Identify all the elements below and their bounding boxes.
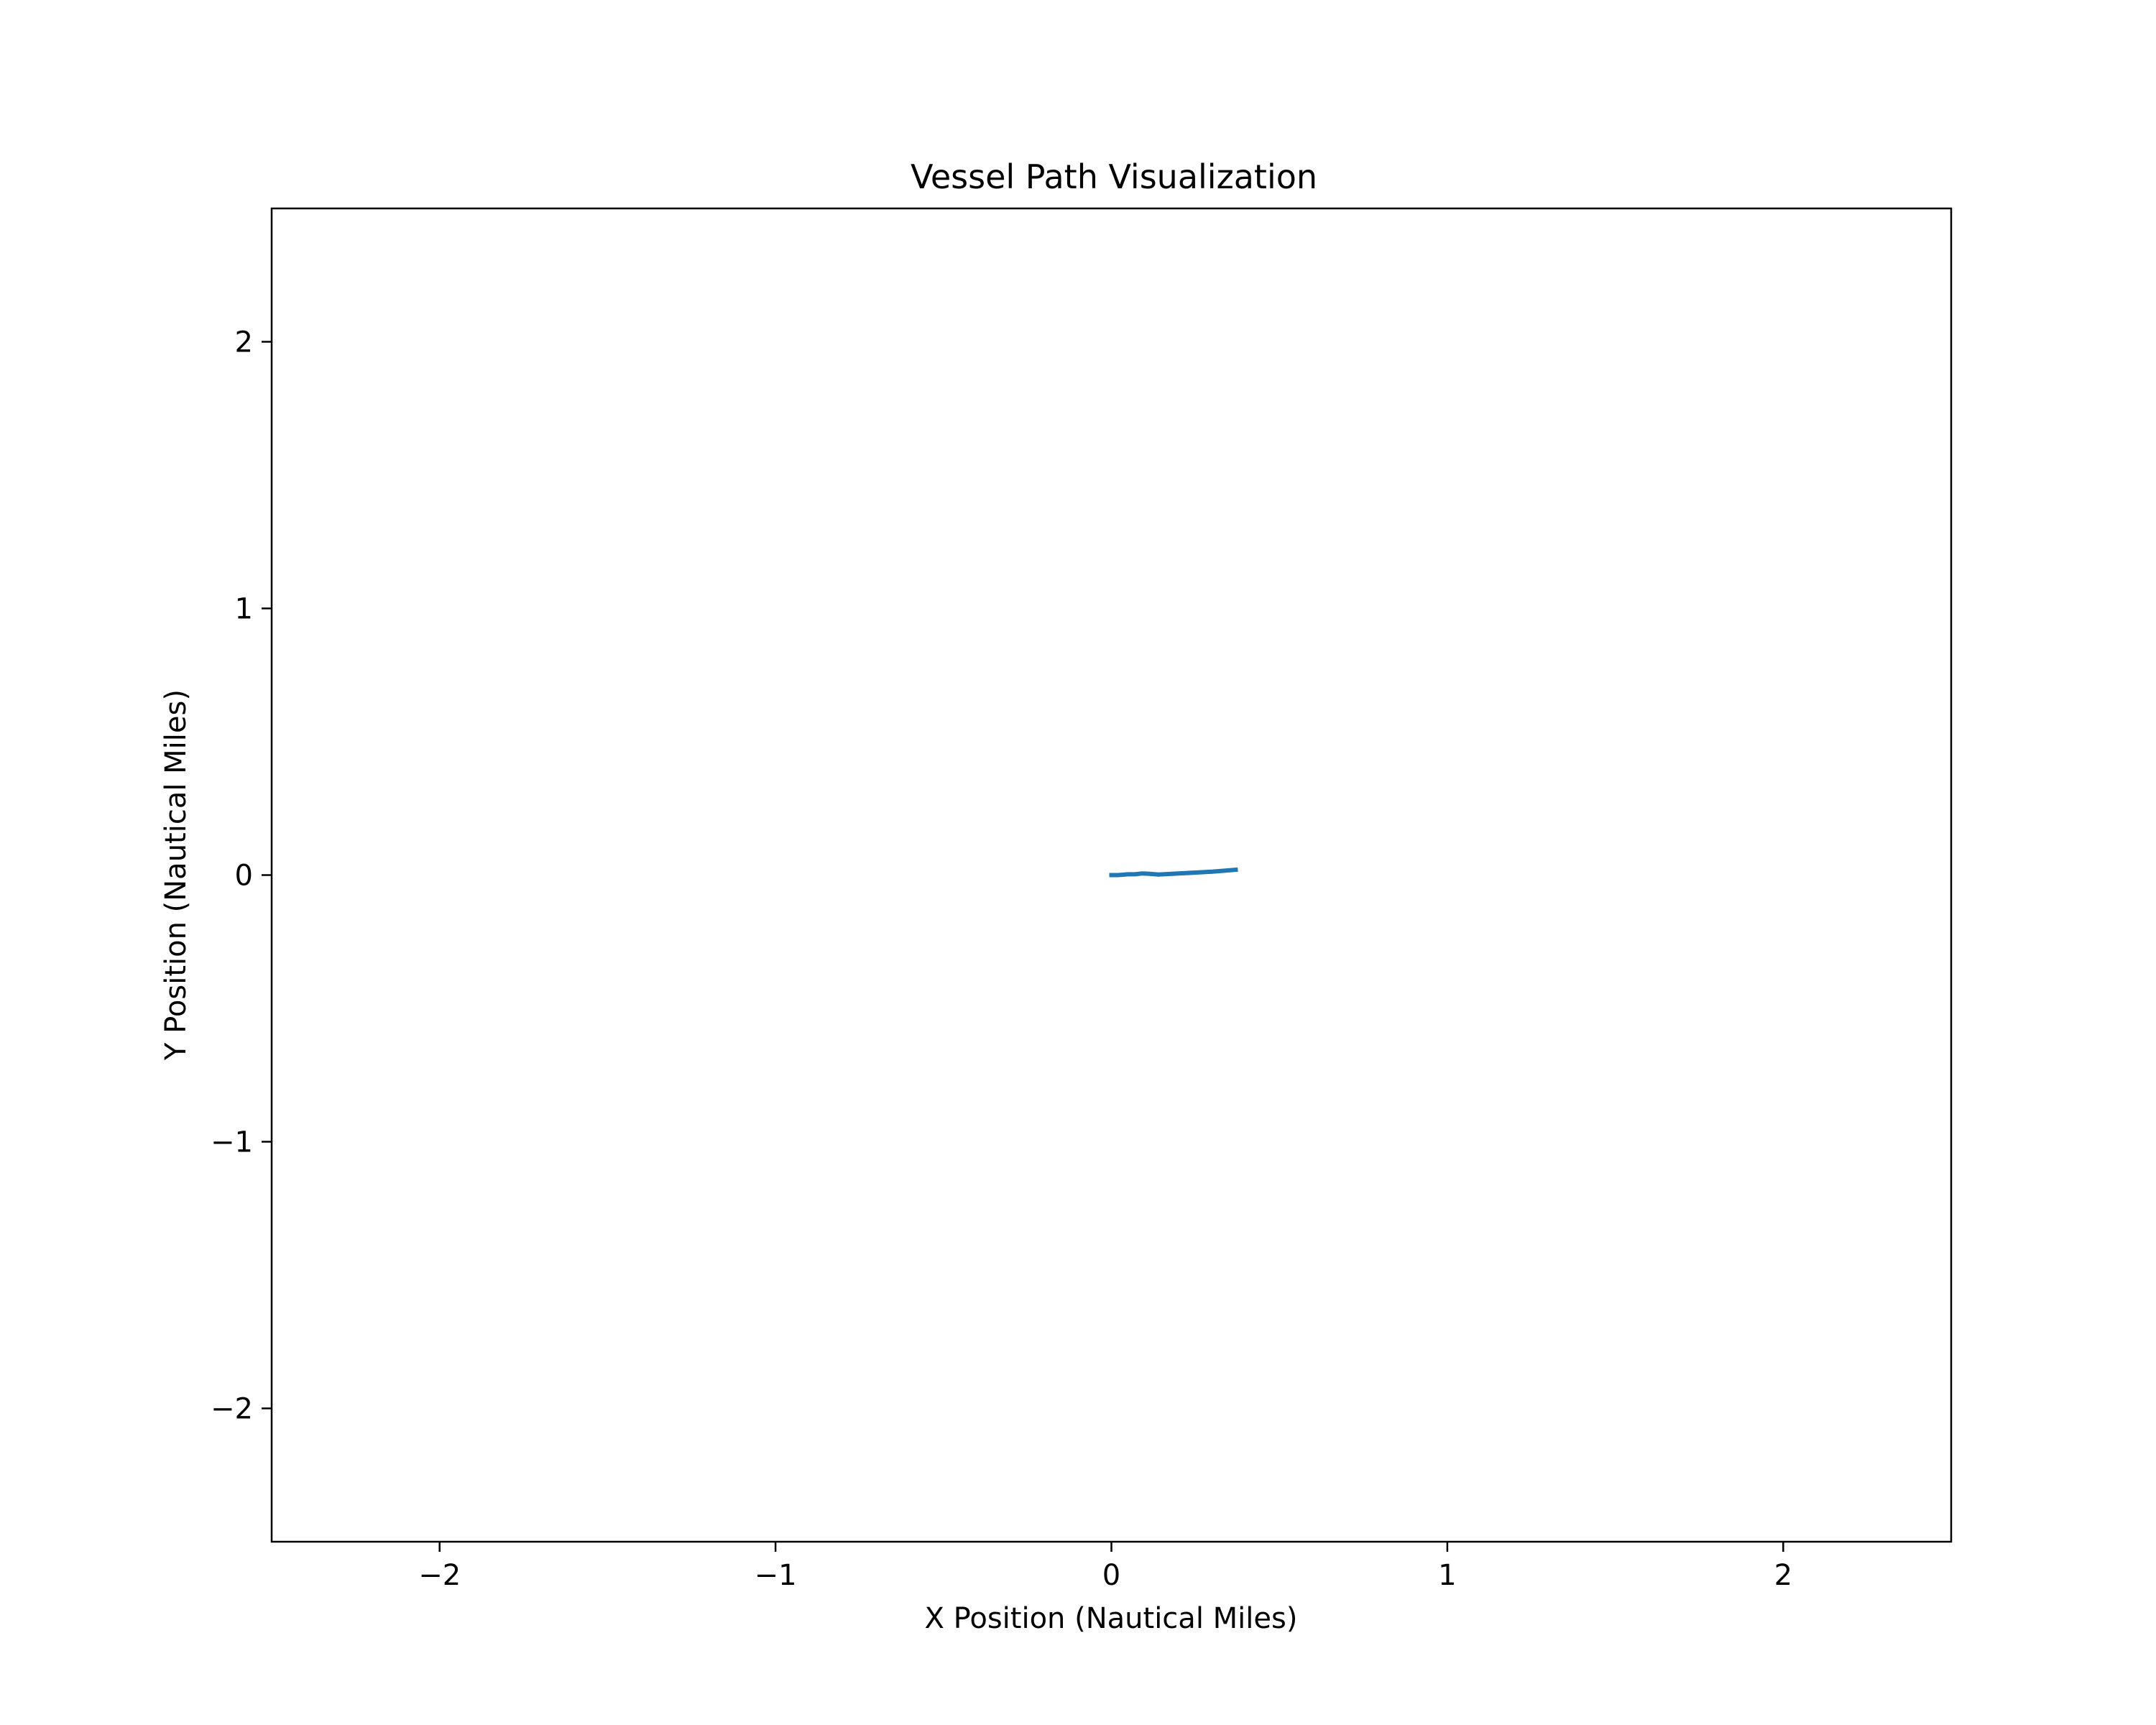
y-axis-label: Y Position (Nautical Miles)	[160, 689, 193, 1061]
series-layer	[1109, 867, 1238, 878]
x-tick-label: 0	[1102, 1559, 1120, 1592]
x-axis-ticks: −2 −1 0 1 2	[418, 1542, 1792, 1592]
y-tick-label: 1	[235, 593, 253, 626]
y-axis-ticks: −2 −1 0 1 2	[211, 326, 272, 1426]
x-axis-label: X Position (Nautical Miles)	[925, 1602, 1298, 1635]
chart-title: Vessel Path Visualization	[911, 157, 1317, 196]
y-tick-label: −2	[211, 1393, 253, 1426]
x-tick-label: −1	[755, 1559, 797, 1592]
x-tick-label: 2	[1774, 1559, 1792, 1592]
x-tick-label: −2	[418, 1559, 461, 1592]
y-tick-label: −1	[211, 1126, 253, 1159]
x-tick-label: 1	[1438, 1559, 1456, 1592]
y-tick-label: 0	[235, 860, 253, 893]
vessel-path-line	[1109, 867, 1238, 878]
y-tick-label: 2	[235, 326, 253, 359]
